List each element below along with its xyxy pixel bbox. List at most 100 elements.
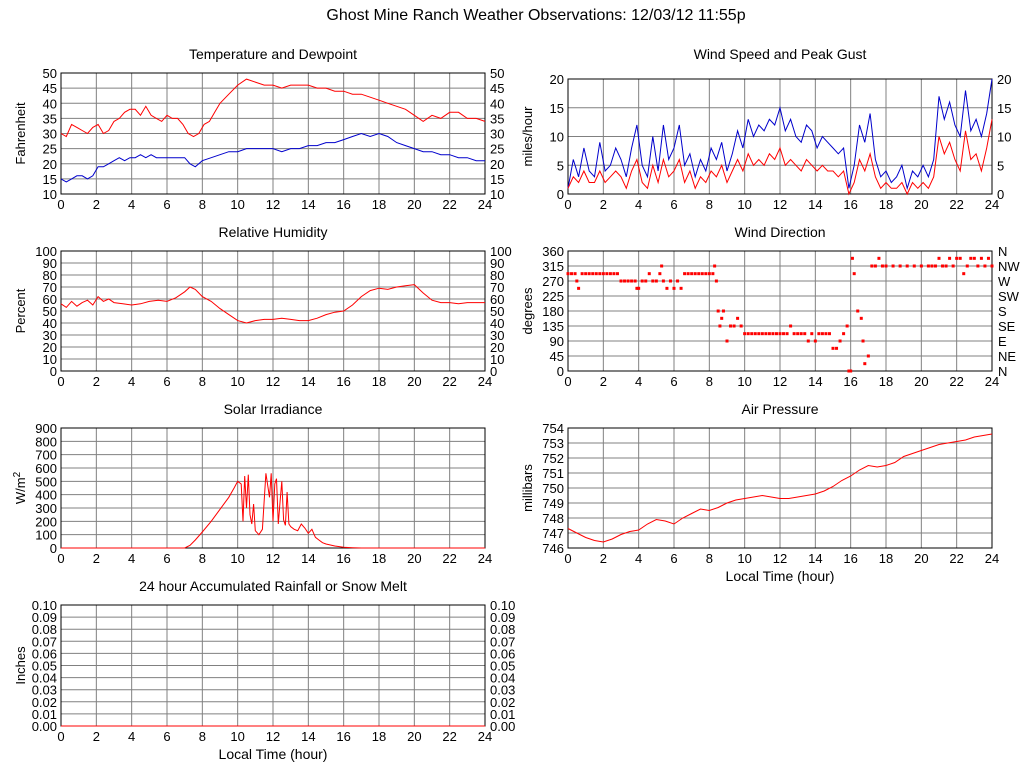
direction-point — [849, 369, 853, 373]
y-tick-label: 20 — [43, 340, 57, 355]
x-tick-label: 0 — [57, 197, 64, 212]
x-tick-label: 20 — [407, 729, 421, 744]
x-tick-label: 16 — [843, 197, 857, 212]
direction-point — [796, 332, 800, 336]
direction-point — [732, 324, 736, 328]
direction-point — [644, 279, 648, 283]
direction-point — [668, 279, 672, 283]
plot-frame — [567, 250, 993, 372]
direction-point — [941, 264, 945, 268]
direction-point — [660, 264, 664, 268]
x-tick-label: 8 — [706, 197, 713, 212]
direction-point — [778, 332, 782, 336]
direction-point — [870, 264, 874, 268]
direction-point — [637, 286, 641, 290]
y-tick-label: 753 — [542, 436, 564, 451]
direction-point — [810, 332, 814, 336]
direction-point — [852, 272, 856, 276]
y-tick-label: 0 — [557, 364, 564, 379]
x-tick-label: 2 — [93, 551, 100, 566]
y-axis-label: W/m2 — [12, 471, 28, 504]
chart-title: Relative Humidity — [219, 224, 328, 240]
x-tick-label: 16 — [336, 197, 350, 212]
right-tick-label: SW — [998, 289, 1020, 304]
right-tick-label: 90 — [490, 256, 504, 271]
y-tick-label: 100 — [35, 528, 57, 543]
x-tick-label: 4 — [635, 374, 642, 389]
right-tick-label: 0.01 — [490, 707, 515, 722]
direction-point — [672, 286, 676, 290]
y-tick-label: 70 — [43, 280, 57, 295]
right-tick-label: 60 — [490, 292, 504, 307]
y-tick-label: 200 — [35, 514, 57, 529]
direction-point — [711, 272, 715, 276]
direction-point — [570, 272, 574, 276]
direction-point — [912, 264, 916, 268]
direction-point — [580, 272, 584, 276]
y-tick-label: 0.06 — [32, 646, 57, 661]
direction-point — [601, 272, 605, 276]
direction-point — [591, 272, 595, 276]
chart-title: Air Pressure — [741, 401, 818, 417]
direction-point — [962, 272, 966, 276]
temp-chart: 0 2 4 6 8 10 12 14 16 18 20 22 241015202530354045501… — [13, 46, 504, 212]
y-axis-label: miles/hour — [520, 106, 535, 167]
page-title: Ghost Mine Ranch Weather Observations: 1… — [326, 7, 746, 24]
right-tick-label: 80 — [490, 268, 504, 283]
y-tick-label: 15 — [43, 172, 57, 187]
x-tick-label: 24 — [478, 374, 492, 389]
y-tick-label: 225 — [542, 289, 564, 304]
right-tick-label: N — [998, 244, 1007, 259]
x-tick-label: 10 — [230, 374, 244, 389]
chart-title: Temperature and Dewpoint — [189, 46, 357, 62]
x-tick-label: 6 — [163, 197, 170, 212]
direction-point — [690, 272, 694, 276]
right-tick-label: E — [998, 334, 1007, 349]
x-tick-label: 0 — [564, 197, 571, 212]
direction-point — [605, 272, 609, 276]
y-tick-label: 135 — [542, 319, 564, 334]
direction-point — [729, 324, 733, 328]
y-tick-label: 0.04 — [32, 671, 57, 686]
direction-point — [785, 332, 789, 336]
y-axis-label: degrees — [520, 287, 535, 334]
direction-point — [753, 332, 757, 336]
x-tick-label: 2 — [93, 729, 100, 744]
direction-point — [919, 264, 923, 268]
direction-point — [813, 339, 817, 343]
y-tick-label: 751 — [542, 466, 564, 481]
x-tick-label: 14 — [808, 197, 822, 212]
y-axis-label: millibars — [520, 464, 535, 512]
x-tick-label: 8 — [199, 551, 206, 566]
solar-chart: 0 2 4 6 8 10 12 14 16 18 20 22 240100200300400500600… — [12, 401, 492, 566]
x-tick-label: 18 — [372, 374, 386, 389]
direction-point — [824, 332, 828, 336]
x-tick-label: 16 — [336, 551, 350, 566]
x-tick-label: 14 — [808, 374, 822, 389]
x-tick-label: 10 — [737, 197, 751, 212]
x-tick-label: 2 — [93, 374, 100, 389]
y-axis-label: Fahrenheit — [13, 102, 28, 165]
direction-point — [693, 272, 697, 276]
direction-point — [651, 279, 655, 283]
y-axis-label: Inches — [13, 646, 28, 685]
right-tick-label: 10 — [997, 130, 1011, 145]
direction-point — [757, 332, 761, 336]
x-tick-label: 8 — [706, 374, 713, 389]
y-axis-label: Percent — [13, 288, 28, 333]
right-tick-label: 0.07 — [490, 634, 515, 649]
y-tick-label: 0.07 — [32, 634, 57, 649]
right-tick-label: 30 — [490, 328, 504, 343]
y-tick-label: 10 — [550, 130, 564, 145]
x-tick-label: 12 — [773, 551, 787, 566]
chart-title: Solar Irradiance — [224, 401, 323, 417]
direction-point — [955, 256, 959, 260]
y-tick-label: 30 — [43, 328, 57, 343]
y-tick-label: 0.00 — [32, 719, 57, 734]
right-tick-label: 0.04 — [490, 671, 515, 686]
x-tick-label: 14 — [808, 551, 822, 566]
y-tick-label: 600 — [35, 461, 57, 476]
direction-point — [861, 339, 865, 343]
chart-title: Wind Speed and Peak Gust — [694, 46, 867, 62]
